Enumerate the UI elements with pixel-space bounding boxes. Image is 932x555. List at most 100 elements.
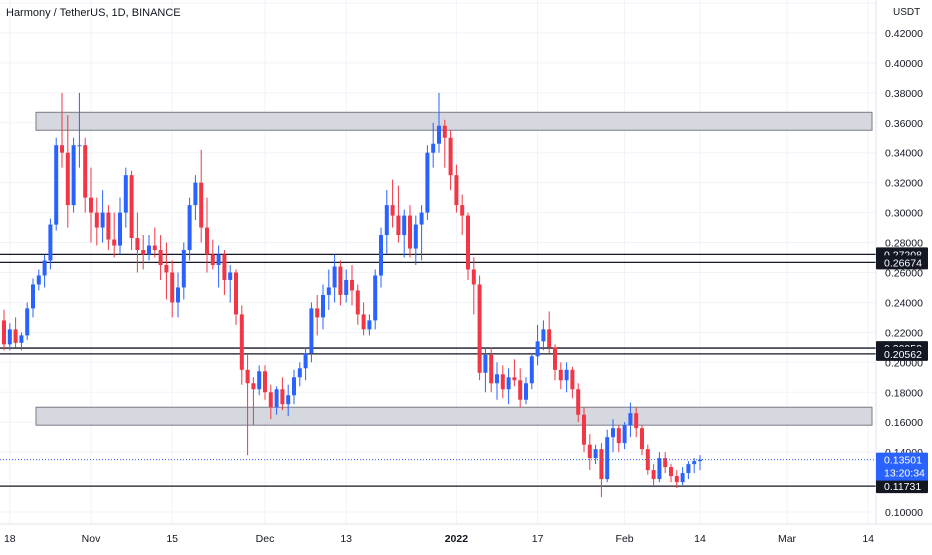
candle-body [199,182,204,228]
candle-body [373,275,378,321]
candle-body [48,224,53,261]
x-tick-label: 14 [694,533,706,545]
candle-body [384,205,389,236]
candle-body [176,287,180,303]
x-tick-label: 13 [340,533,352,545]
candle-body [31,284,35,309]
candle-body [274,389,279,408]
candle-body [7,329,12,345]
candle-body [593,449,598,459]
candle-body [332,266,337,288]
candle-body [483,354,488,373]
x-tick-label: Mar [778,533,797,545]
candle-body [268,392,273,408]
y-tick-label: 0.34000 [885,148,923,160]
x-tick-label: 17 [532,533,544,545]
candle-body [292,377,296,396]
candle-body [216,254,221,265]
candle-body [437,125,441,144]
y-tick-label: 0.36000 [885,118,923,130]
candle-body [587,444,592,459]
candle-body [257,371,262,390]
candle-body [222,254,227,280]
candle-body [112,239,117,246]
x-tick-label: 18 [4,533,16,545]
zone-box [35,111,873,131]
candle-body [547,329,552,348]
candle-body [158,250,163,265]
candle-body [535,341,540,357]
x-tick-label: Dec [256,533,275,545]
x-tick-label: 15 [166,533,178,545]
price-axis[interactable]: USDT0.100000.120000.140000.160000.180000… [875,0,932,550]
candle-body [326,287,331,295]
candle-body [25,308,30,336]
candle-body [408,215,412,249]
candle-body [640,428,644,450]
level-price-tag [876,255,928,270]
time-axis[interactable]: 18 Nov 15 Dec 13 2022 17 Feb 14 Mar 14 [0,523,932,550]
x-tick-label: 2022 [445,533,469,545]
candle-body [657,458,662,480]
candle-body [263,371,267,393]
candle-body [698,459,702,462]
candle-body [558,369,563,381]
candle-body [582,414,586,445]
candle-body [19,335,24,343]
candle-body [413,224,418,249]
candle-body [205,227,209,255]
candle-body [338,266,343,295]
candle-body [553,347,557,370]
level-price-label: 0.26674 [884,257,922,269]
candle-body [622,425,627,444]
candle-body [65,152,70,206]
candle-body [628,413,633,426]
candle-body [634,413,639,429]
candle-body [669,467,673,477]
support-resistance-zones [35,111,873,426]
candle-body [141,250,146,255]
candle-body [152,245,157,251]
candle-body [460,205,465,216]
y-tick-label: 0.10000 [885,507,923,519]
candle-body [234,272,238,315]
candle-body [60,145,64,153]
candle-body [524,383,528,400]
candle-body [350,279,354,291]
candle-body [489,354,494,384]
y-tick-label: 0.24000 [885,297,923,309]
candle-body [454,175,459,206]
candle-body [187,205,192,251]
current-price-value: 0.13501 [884,455,922,467]
candle-body [541,329,546,342]
current-price-tag [876,452,928,481]
y-tick-label: 0.26000 [885,267,923,279]
candle-body [118,212,122,246]
candle-body [315,308,320,318]
candle-body [605,437,610,480]
candle-body [674,476,679,483]
candle-body [42,260,47,276]
y-tick-label: 0.16000 [885,417,923,429]
candle-body [245,369,250,384]
candle-body [54,145,59,225]
time-axis-background [0,524,932,550]
y-tick-label: 0.28000 [885,238,923,250]
candle-body [251,383,256,390]
candle-body [13,329,18,343]
candle-body [77,145,82,147]
level-price-label: 0.11731 [884,481,921,493]
candle-body [616,428,621,444]
candle-body [529,356,534,384]
candle-body [355,290,360,315]
candle-body [100,212,105,228]
candle-body [512,377,517,381]
candle-body [193,182,198,206]
candle-body [344,279,349,295]
y-tick-label: 0.38000 [885,88,923,100]
y-tick-label: 0.42000 [885,28,923,40]
level-price-tag [876,479,928,494]
candle-body [477,284,482,373]
